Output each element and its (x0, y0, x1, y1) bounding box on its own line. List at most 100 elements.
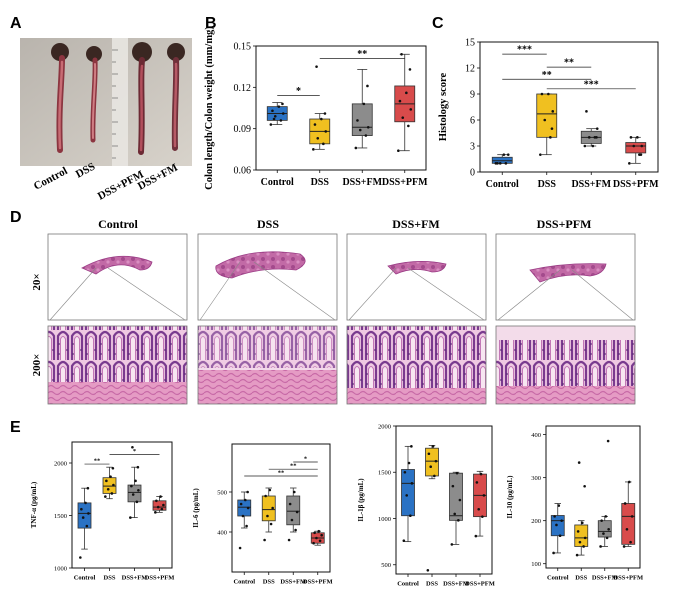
data-point (105, 479, 108, 483)
plot-frame (545, 425, 641, 569)
box-iqr (401, 469, 415, 517)
box-dss-fm (286, 487, 301, 542)
panel-d-column-headers: Control DSS DSS+FM DSS+PFM (98, 217, 591, 231)
y-tick-label: 1500 (54, 513, 67, 520)
data-point (426, 569, 430, 572)
data-point (600, 519, 603, 522)
histology-20x-row (47, 233, 636, 321)
box-dss-fm (449, 471, 463, 546)
data-point (640, 144, 644, 148)
box-dss (425, 445, 439, 572)
data-point (539, 153, 542, 156)
data-point (582, 545, 585, 548)
y-axis-label: Colon length/Colon weight (mm/mg) (204, 26, 215, 190)
x-tick-label: DSS (538, 179, 557, 190)
x-tick-label: Control (547, 575, 569, 582)
data-point (364, 134, 368, 137)
data-point (431, 445, 435, 448)
x-tick-label: DSS+FM (571, 179, 611, 190)
column-header-control: Control (98, 217, 138, 231)
box-control (77, 486, 92, 559)
colon-control (51, 43, 69, 153)
data-point (366, 84, 369, 88)
x-tick-label: DSS+FM (280, 579, 306, 586)
histology-200x-dss (198, 326, 337, 404)
data-point (622, 545, 626, 548)
y-tick-label: 200 (531, 518, 541, 525)
data-point (272, 117, 276, 121)
box-iqr (597, 520, 612, 538)
y-tick-label: 0.09 (234, 124, 252, 135)
data-point (410, 445, 413, 448)
x-tick-label: DSS+PFM (465, 581, 495, 588)
y-tick-label: 12 (465, 64, 475, 75)
x-tick-label: DSS+FM (122, 575, 148, 582)
column-header-dss: DSS (257, 217, 279, 231)
data-point (246, 506, 250, 510)
box-dss-pfm (310, 529, 325, 546)
data-point (238, 546, 242, 550)
box-dss-fm (597, 439, 612, 548)
colon-sample-labels: Control DSS DSS+PFM DSS+FM (32, 161, 181, 203)
data-point (269, 123, 273, 126)
data-point (481, 515, 484, 518)
data-point (595, 127, 599, 130)
data-point (81, 516, 85, 519)
data-point (453, 512, 457, 516)
colon-photo-background (20, 38, 192, 166)
data-point (628, 162, 631, 165)
data-point (605, 536, 609, 540)
box-dss-pfm (394, 52, 416, 153)
data-point (632, 144, 636, 148)
data-point (429, 465, 433, 469)
box-iqr (351, 103, 373, 136)
data-point (409, 514, 412, 518)
data-point (549, 136, 552, 139)
data-point (112, 483, 115, 487)
data-point (405, 494, 409, 497)
data-point (135, 500, 139, 504)
data-point (553, 515, 556, 518)
significance-label: ** (278, 470, 285, 477)
data-point (312, 148, 315, 151)
row-label-200x: 200× (31, 354, 43, 377)
data-point (540, 92, 544, 96)
y-tick-label: 500 (217, 489, 227, 496)
data-point (402, 539, 406, 542)
box-dss-fm (127, 445, 142, 519)
x-tick-label: DSS (426, 581, 438, 588)
data-point (354, 146, 358, 150)
data-point (316, 137, 320, 140)
y-tick-label: 1000 (54, 565, 67, 572)
histology-200x-dss-fm (347, 326, 486, 404)
panel-d-label: D (10, 209, 22, 226)
data-point (457, 519, 460, 522)
data-point (458, 498, 462, 502)
data-point (110, 492, 114, 495)
data-point (358, 128, 362, 132)
data-point (318, 539, 322, 543)
significance-label: ** (94, 458, 101, 465)
data-point (80, 507, 83, 511)
box-iqr (574, 524, 589, 547)
data-point (477, 507, 481, 511)
data-point (279, 119, 283, 122)
x-tick-label: Control (233, 579, 255, 586)
data-point (595, 136, 598, 139)
data-point (154, 511, 157, 514)
data-point (583, 144, 587, 148)
y-tick-label: 0.12 (234, 83, 252, 94)
significance-label: *** (584, 79, 599, 90)
data-point (320, 533, 323, 537)
data-point (455, 471, 459, 475)
data-point (281, 112, 285, 115)
y-tick-label: 2000 (378, 423, 391, 430)
data-point (636, 136, 639, 139)
data-point (290, 518, 294, 522)
y-tick-label: 15 (465, 38, 475, 49)
y-axis-label: IL-10 (pg/mL) (506, 475, 514, 519)
y-tick-label: 9 (470, 90, 475, 101)
data-point (405, 91, 408, 95)
panel-b-label: B (205, 15, 217, 32)
data-point (625, 527, 629, 531)
